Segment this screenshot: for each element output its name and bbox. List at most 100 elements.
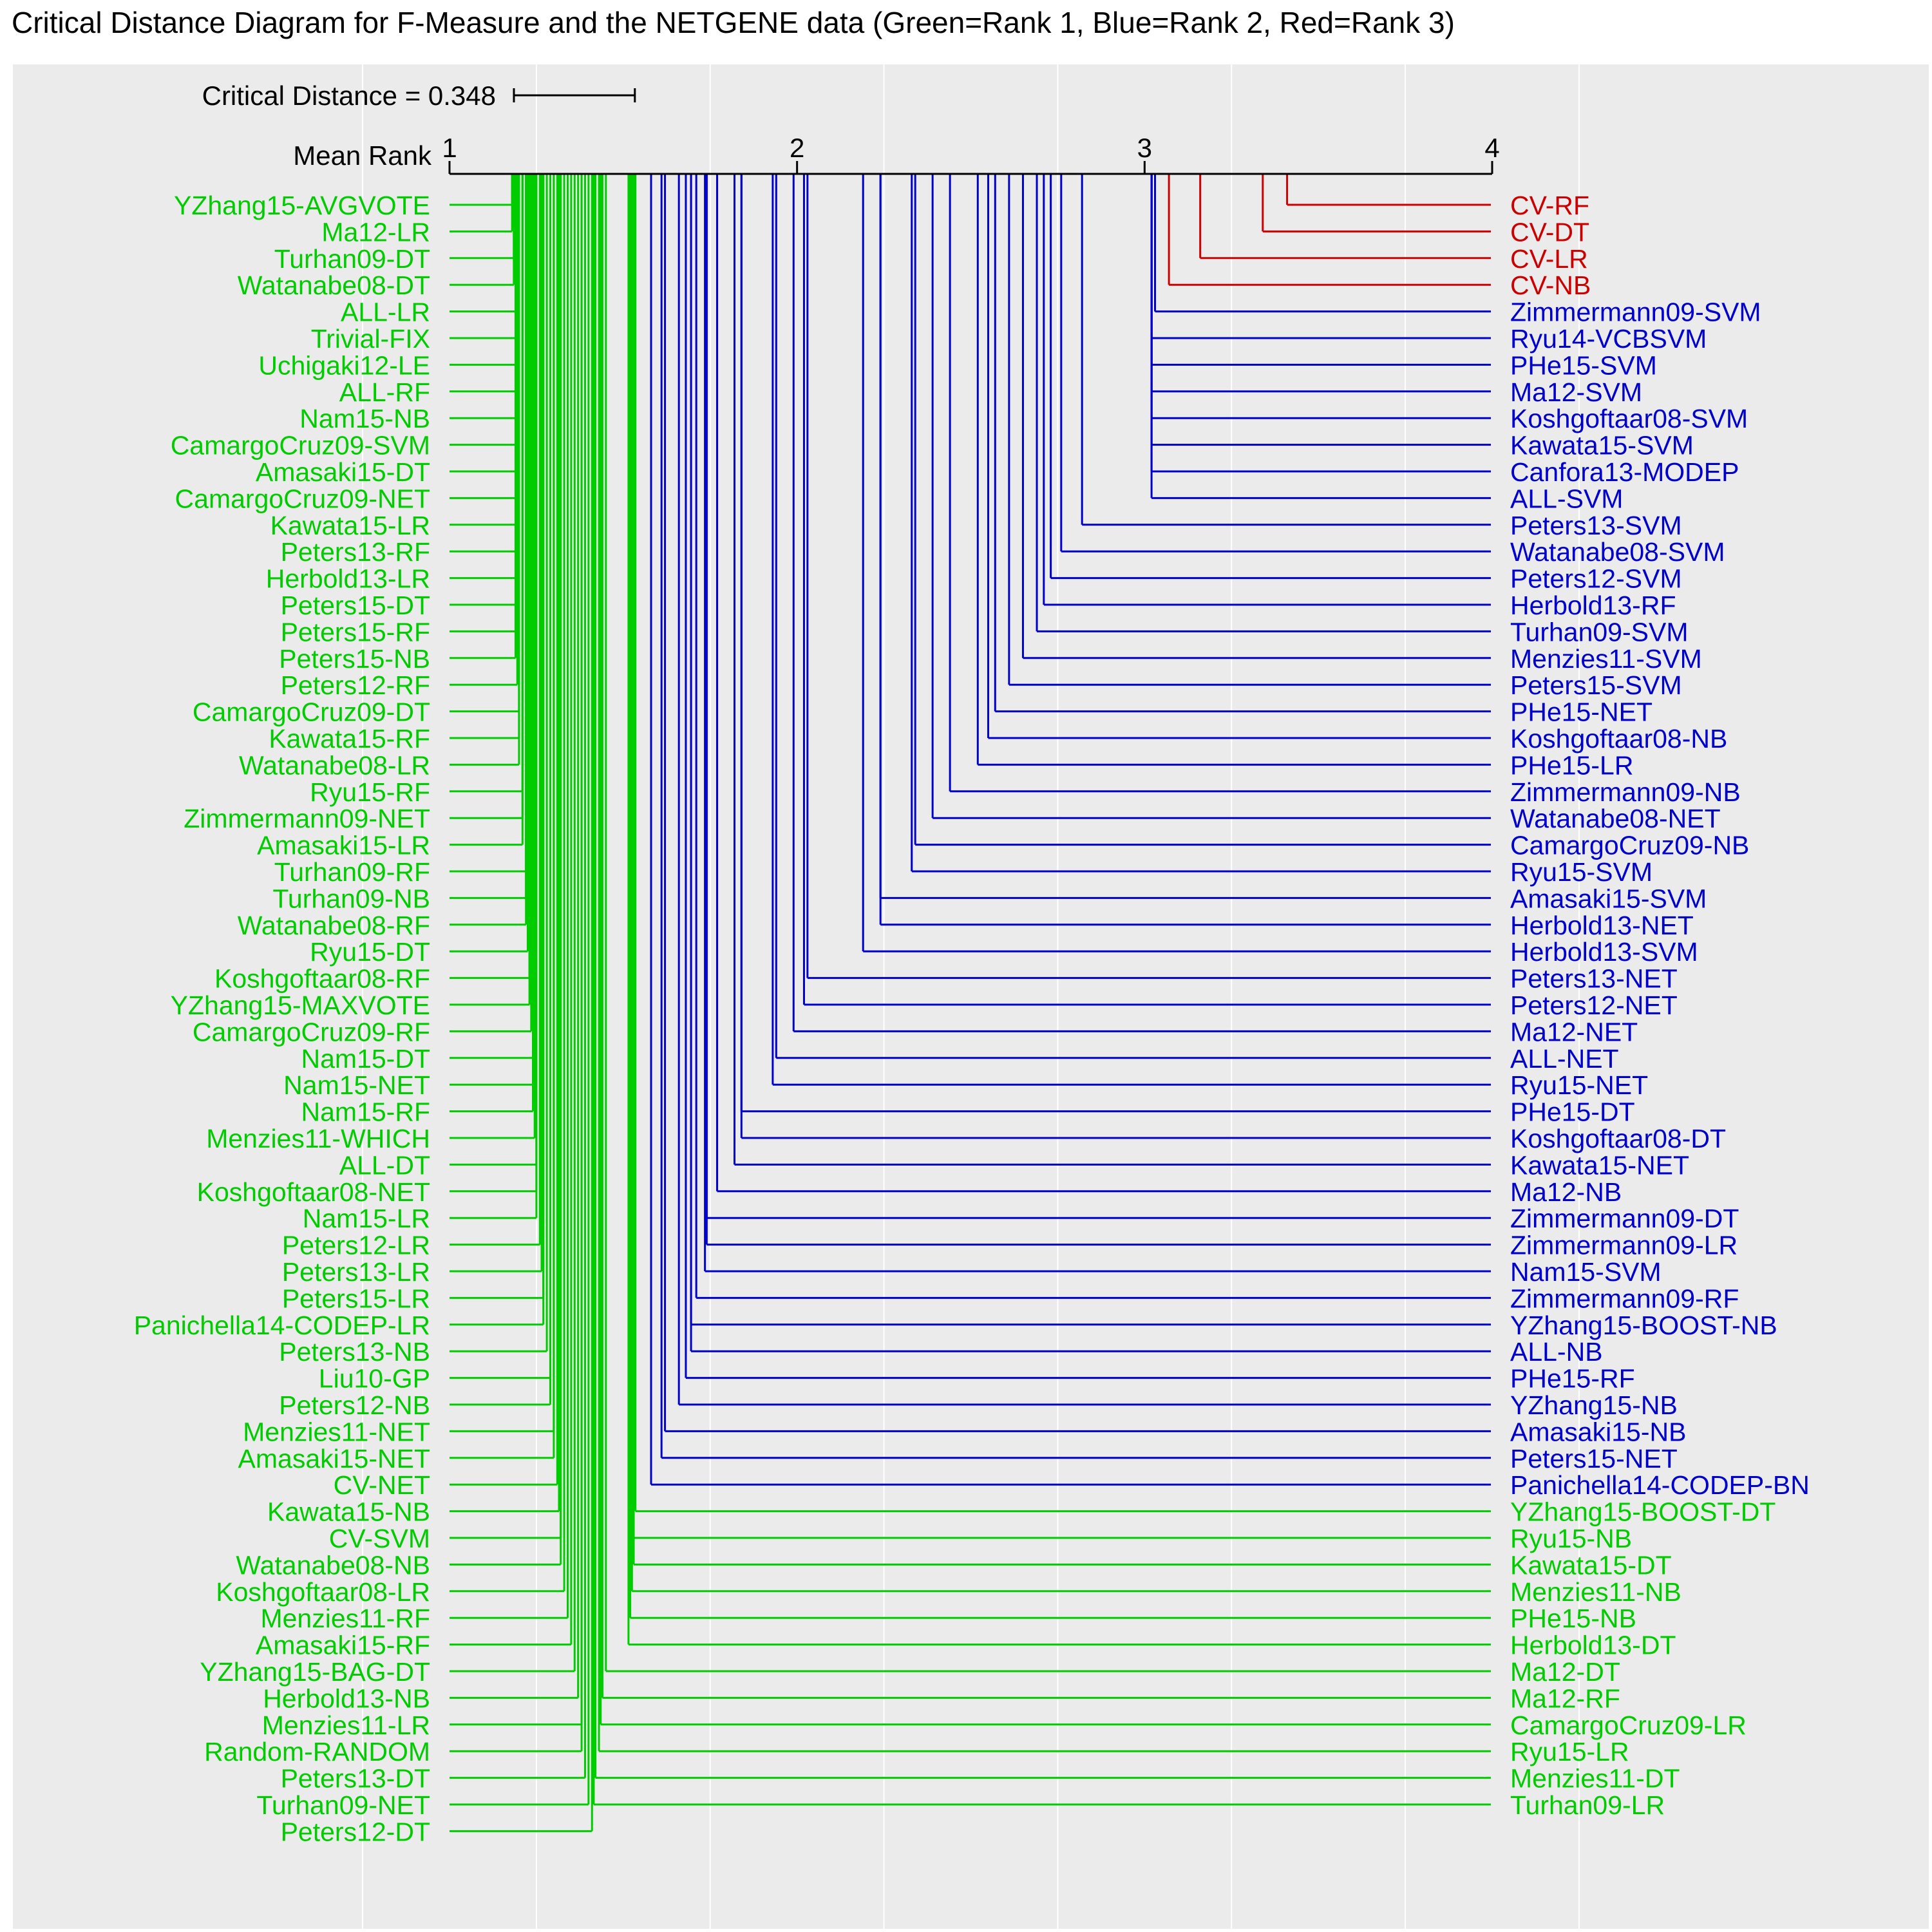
- method-herbold13-rf: [1043, 174, 1491, 606]
- method-label-ryu15-net: Ryu15-NET: [1510, 1070, 1648, 1100]
- method-phe15-lr: [976, 174, 1491, 766]
- method-label-camargocruz09-dt: CamargoCruz09-DT: [193, 697, 430, 727]
- method-peters12-nb: [450, 174, 552, 1406]
- method-koshgoftaar08-nb: [987, 174, 1491, 739]
- method-label-yzhang15-bag-dt: YZhang15-BAG-DT: [200, 1657, 430, 1687]
- method-label-panichella14-codep-bn: Panichella14-CODEP-BN: [1510, 1470, 1810, 1500]
- method-label-yzhang15-boost-nb: YZhang15-BOOST-NB: [1510, 1311, 1777, 1340]
- method-label-yzhang15-boost-dt: YZhang15-BOOST-DT: [1510, 1497, 1776, 1527]
- axis-tick-label: 4: [1484, 133, 1499, 163]
- method-cv-dt: [1262, 174, 1491, 232]
- method-label-peters15-rf: Peters15-RF: [281, 617, 430, 647]
- axis-label: Mean Rank: [293, 140, 432, 171]
- method-label-ma12-nb: Ma12-NB: [1510, 1177, 1622, 1207]
- critical-distance-label: Critical Distance = 0.348: [202, 80, 496, 111]
- method-ma12-lr: [450, 174, 513, 232]
- method-amasaki15-net: [450, 174, 555, 1459]
- method-label-koshgoftaar08-rf: Koshgoftaar08-RF: [214, 964, 430, 994]
- method-amasaki15-rf: [450, 174, 573, 1646]
- method-phe15-nb: [629, 174, 1491, 1619]
- method-peters12-rf: [450, 174, 518, 686]
- method-label-peters13-net: Peters13-NET: [1510, 964, 1678, 994]
- method-label-ma12-svm: Ma12-SVM: [1510, 377, 1642, 407]
- method-peters13-lr: [450, 174, 543, 1273]
- method-label-koshgoftaar08-dt: Koshgoftaar08-DT: [1510, 1124, 1726, 1153]
- method-watanabe08-svm: [1060, 174, 1491, 553]
- method-label-cv-rf: CV-RF: [1510, 191, 1589, 220]
- method-label-koshgoftaar08-svm: Koshgoftaar08-SVM: [1510, 404, 1748, 433]
- method-label-kawata15-svm: Kawata15-SVM: [1510, 431, 1694, 460]
- method-zimmermann09-lr: [705, 174, 1491, 1246]
- method-label-cv-dt: CV-DT: [1510, 217, 1589, 247]
- method-label-ryu14-vcbsvm: Ryu14-VCBSVM: [1510, 324, 1707, 354]
- method-label-amasaki15-net: Amasaki15-NET: [238, 1444, 430, 1473]
- method-kawata15-dt: [632, 174, 1491, 1566]
- method-label-phe15-svm: PHe15-SVM: [1510, 350, 1657, 380]
- method-yzhang15-maxvote: [450, 174, 531, 1006]
- method-panichella14-codep-lr: [450, 174, 545, 1326]
- method-label-yzhang15-avgvote: YZhang15-AVGVOTE: [174, 191, 430, 220]
- method-nam15-svm: [704, 174, 1491, 1273]
- method-label-ma12-net: Ma12-NET: [1510, 1017, 1638, 1046]
- method-label-peters12-dt: Peters12-DT: [281, 1817, 430, 1846]
- method-menzies11-svm: [1021, 174, 1491, 659]
- method-label-camargocruz09-net: CamargoCruz09-NET: [175, 484, 430, 513]
- method-label-peters15-lr: Peters15-LR: [282, 1283, 430, 1313]
- rank-axis: Mean Rank 1 2 3 4: [293, 133, 1500, 175]
- method-peters12-lr: [450, 174, 541, 1246]
- method-turhan09-net: [450, 174, 590, 1806]
- method-label-nam15-lr: Nam15-LR: [303, 1204, 430, 1233]
- method-label-menzies11-rf: Menzies11-RF: [260, 1604, 430, 1633]
- method-menzies11-which: [450, 174, 536, 1139]
- method-label-uchigaki12-le: Uchigaki12-LE: [258, 350, 430, 380]
- method-peters12-svm: [1050, 174, 1491, 580]
- method-label-herbold13-nb: Herbold13-NB: [263, 1683, 430, 1713]
- method-label-peters13-dt: Peters13-DT: [281, 1764, 430, 1794]
- method-label-nam15-dt: Nam15-DT: [301, 1044, 430, 1074]
- method-label-peters12-net: Peters12-NET: [1510, 990, 1678, 1020]
- method-watanabe08-rf: [450, 174, 527, 926]
- method-label-ma12-rf: Ma12-RF: [1510, 1683, 1620, 1713]
- method-label-phe15-dt: PHe15-DT: [1510, 1097, 1635, 1127]
- method-label-herbold13-net: Herbold13-NET: [1510, 911, 1694, 940]
- method-label-ryu15-nb: Ryu15-NB: [1510, 1524, 1632, 1553]
- method-label-peters15-svm: Peters15-SVM: [1510, 670, 1682, 700]
- method-label-peters13-rf: Peters13-RF: [281, 537, 430, 567]
- method-label-camargocruz09-svm: CamargoCruz09-SVM: [171, 431, 430, 460]
- method-peters15-net: [660, 174, 1491, 1459]
- method-label-turhan09-net: Turhan09-NET: [256, 1790, 430, 1820]
- method-label-peters13-nb: Peters13-NB: [279, 1337, 430, 1367]
- method-ma12-nb: [716, 174, 1491, 1193]
- method-label-turhan09-dt: Turhan09-DT: [274, 244, 430, 274]
- method-watanabe08-lr: [450, 174, 520, 766]
- method-koshgoftaar08-lr: [450, 174, 565, 1593]
- method-label-kawata15-rf: Kawata15-RF: [269, 724, 430, 753]
- method-label-menzies11-net: Menzies11-NET: [243, 1417, 430, 1446]
- method-ryu15-svm: [911, 174, 1491, 873]
- method-peters13-svm: [1081, 174, 1491, 526]
- method-label-zimmermann09-nb: Zimmermann09-NB: [1510, 777, 1741, 807]
- method-ma12-net: [792, 174, 1491, 1032]
- method-label-zimmermann09-rf: Zimmermann09-RF: [1510, 1283, 1739, 1313]
- method-label-ma12-lr: Ma12-LR: [321, 217, 430, 247]
- method-label-watanabe08-dt: Watanabe08-DT: [238, 270, 430, 300]
- method-peters13-nb: [450, 174, 548, 1352]
- method-peters12-net: [802, 174, 1491, 1006]
- method-label-turhan09-rf: Turhan09-RF: [274, 857, 430, 887]
- method-label-random-random: Random-RANDOM: [204, 1737, 430, 1766]
- axis-tick-label: 1: [442, 133, 457, 163]
- method-label-koshgoftaar08-lr: Koshgoftaar08-LR: [216, 1577, 430, 1607]
- method-turhan09-svm: [1036, 174, 1491, 632]
- method-label-phe15-lr: PHe15-LR: [1510, 750, 1633, 780]
- method-label-phe15-net: PHe15-NET: [1510, 697, 1653, 727]
- method-herbold13-net: [879, 174, 1491, 926]
- method-camargocruz09-lr: [600, 174, 1491, 1726]
- method-label-ryu15-dt: Ryu15-DT: [310, 937, 430, 967]
- method-ryu15-lr: [598, 174, 1491, 1752]
- rank-connectors: [450, 174, 1491, 1832]
- method-label-nam15-nb: Nam15-NB: [299, 404, 430, 433]
- method-label-camargocruz09-lr: CamargoCruz09-LR: [1510, 1710, 1747, 1740]
- method-label-peters13-svm: Peters13-SVM: [1510, 511, 1682, 540]
- method-ryu15-dt: [450, 174, 529, 952]
